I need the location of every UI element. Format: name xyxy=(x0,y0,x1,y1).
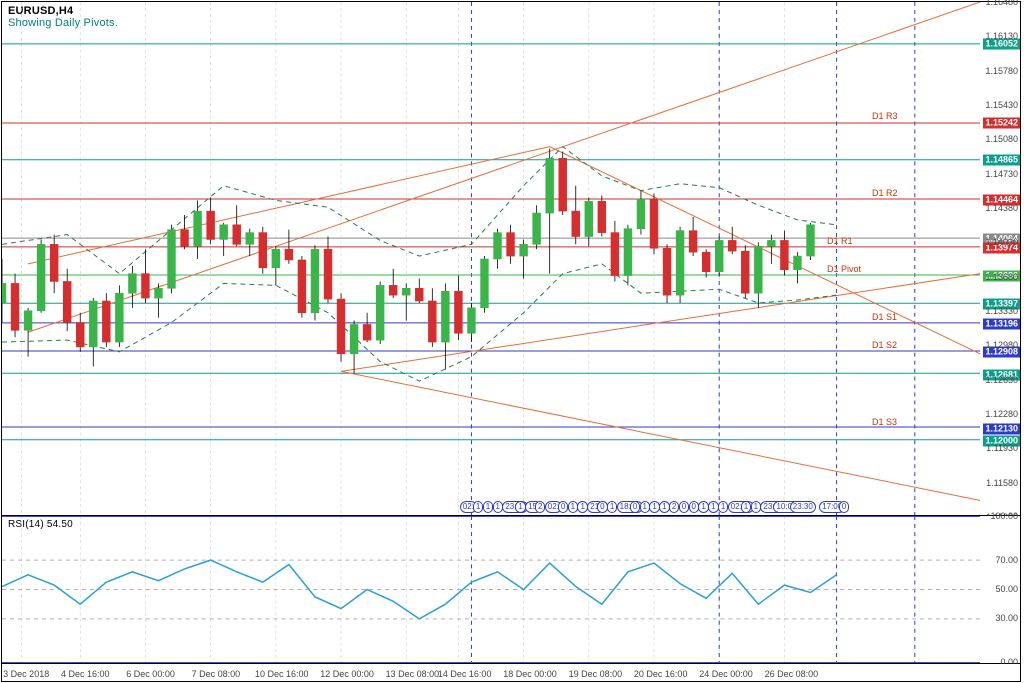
y-axis-rsi: 100.0070.0050.0030.000.00 xyxy=(980,516,1020,663)
pivot-label: D1 R3 xyxy=(872,111,898,121)
pivot-label: D1 R2 xyxy=(872,188,898,198)
pivot-label: D1 S1 xyxy=(872,312,897,322)
x-axis-panel: 3 Dec 20184 Dec 16:006 Dec 00:007 Dec 08… xyxy=(1,664,1021,682)
pivot-label: D1 Pivot xyxy=(827,264,861,274)
rsi-panel[interactable]: RSI(14) 54.50 100.0070.0050.0030.000.00 xyxy=(1,516,1021,664)
price-panel[interactable]: EURUSD,H4 Showing Daily Pivots. 1.160521… xyxy=(1,1,1021,516)
pivot-label: D1 S3 xyxy=(872,417,897,427)
pivot-label: D1 S2 xyxy=(872,340,897,350)
pivot-label: D1 R1 xyxy=(827,236,853,246)
x-axis-time: 3 Dec 20184 Dec 16:006 Dec 00:007 Dec 08… xyxy=(2,665,980,681)
y-axis-price: 1.164801.161301.157801.154301.150801.147… xyxy=(980,2,1020,515)
price-plot[interactable]: 1.160521.152421.148651.144641.140641.139… xyxy=(2,2,980,515)
rsi-plot[interactable] xyxy=(2,516,980,663)
chart-root: { "title": {"symbol":"EURUSD,H4","subtit… xyxy=(0,0,1024,683)
